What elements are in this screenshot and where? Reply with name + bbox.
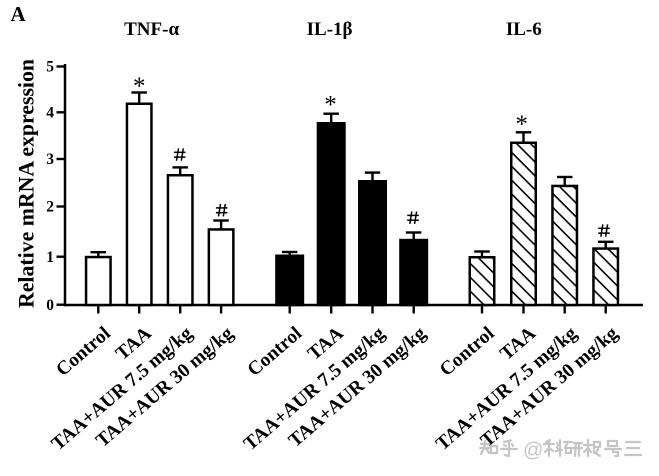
svg-text:5: 5 [46, 59, 54, 76]
svg-text:0: 0 [46, 297, 54, 314]
svg-text:Relative mRNA expression: Relative mRNA expression [15, 59, 39, 308]
svg-text:IL-1β: IL-1β [307, 19, 353, 40]
svg-text:TNF-α: TNF-α [124, 19, 179, 40]
svg-text:@: @ [523, 440, 543, 462]
svg-text:1: 1 [46, 249, 54, 266]
svg-text:A: A [11, 2, 27, 26]
svg-text:IL-6: IL-6 [506, 19, 542, 40]
svg-text:4: 4 [46, 105, 54, 122]
svg-text:*: * [516, 111, 529, 138]
svg-text:*: * [324, 92, 337, 119]
svg-text:2: 2 [46, 199, 54, 216]
svg-text:3: 3 [46, 151, 54, 168]
svg-text:*: * [133, 73, 146, 100]
